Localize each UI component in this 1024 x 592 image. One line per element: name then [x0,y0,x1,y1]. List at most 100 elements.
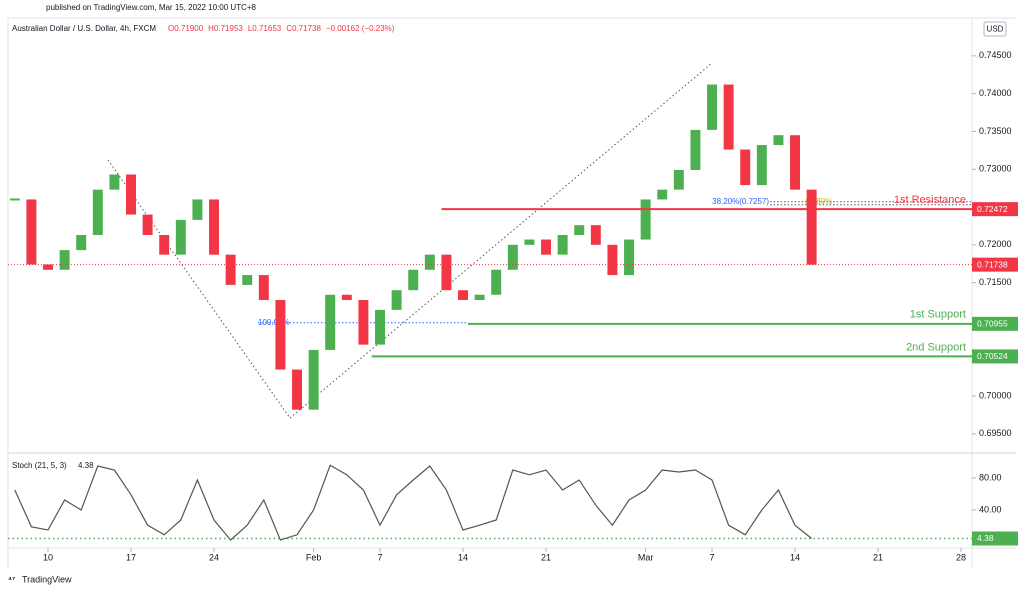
x-tick-label: Feb [306,552,322,562]
candle [806,189,817,265]
candle [458,290,469,301]
candle [773,135,784,146]
candle [341,294,352,301]
candle [76,235,87,251]
candle [126,174,136,215]
level-label: 1st Support [910,309,966,321]
fib-label: 38.20%(0.7257) [712,197,769,206]
y-tick-label: 0.73000 [979,164,1012,174]
level-tag: 0.70955 [977,319,1008,329]
ohlc-value: O0.71900 [168,24,204,33]
x-tick-label: 21 [873,552,883,562]
fib-label: 61.80% [805,197,832,206]
y-tick-label: 0.74500 [979,50,1012,60]
last-price-tag-box [972,257,1018,272]
stoch-tag-box [972,531,1018,546]
candle [375,309,386,345]
candle [308,349,319,410]
candle [242,275,253,285]
level-tag-box [972,349,1018,364]
candle [109,174,120,190]
candle [707,84,718,130]
candle [292,369,302,410]
level-label: 2nd Support [906,341,966,353]
candle [424,254,435,270]
y-tick-label: 0.73500 [979,126,1012,136]
zigzag [107,159,291,419]
ohlc-value: −0.00162 (−0.23%) [326,24,395,33]
y-tick-label: 40.00 [979,504,1002,514]
y-tick-label: 0.69500 [979,428,1012,438]
candle [524,239,535,245]
candle [441,254,452,291]
candle [92,189,103,235]
candle [59,250,70,270]
candle [690,129,701,170]
y-tick-label: 80.00 [979,472,1002,482]
logo-mark: ⁴⁷ [8,575,15,584]
last-price-tag: 0.71738 [977,259,1008,269]
candle [756,145,767,186]
candle [225,254,236,285]
candle [657,189,668,200]
y-tick-label: 0.71500 [979,277,1012,287]
x-tick-label: 14 [790,552,800,562]
x-tick-label: 17 [126,552,136,562]
candle [607,244,618,276]
y-tick-label: 0.74000 [979,88,1012,98]
candle [474,294,485,301]
candle [159,235,170,255]
published-note: published on TradingView.com, Mar 15, 20… [46,3,257,12]
candle [26,199,37,265]
level-tag: 0.70524 [977,351,1008,361]
candle [358,300,369,345]
x-tick-label: 28 [956,552,966,562]
stoch-value: 4.38 [78,461,94,470]
candle [624,239,635,276]
level-label: 1st Resistance [894,194,966,206]
x-tick-label: 21 [541,552,551,562]
candle [541,239,552,255]
candle [574,225,585,235]
candle [673,169,684,190]
x-tick-label: Mar [638,552,654,562]
ohlc-value: H0.71953 [208,24,243,33]
candle [142,214,153,235]
ohlc-value: L0.71653 [248,24,282,33]
level-tag: 0.72472 [977,204,1008,214]
candle [43,264,53,270]
y-tick-label: 0.72000 [979,239,1012,249]
fib-label: 100.00% [258,318,290,327]
symbol-title: Australian Dollar / U.S. Dollar, 4h, FXC… [12,24,156,33]
candle [275,300,286,370]
level-tag-box [972,316,1018,331]
stoch-line [14,464,812,541]
candle [507,244,518,270]
brand: TradingView [22,574,72,584]
candle [790,135,801,190]
candle [408,269,419,291]
candle [209,199,219,255]
candle [391,290,402,310]
candle [640,199,651,240]
x-tick-label: 7 [378,552,383,562]
currency: USD [987,25,1004,34]
candle [325,294,336,350]
candle [740,149,751,186]
currency-box[interactable] [983,21,1007,37]
stoch-title: Stoch (21, 5, 3) [12,461,67,470]
x-tick-label: 7 [710,552,715,562]
stoch-tag: 4.38 [977,533,994,543]
level-tag-box [972,202,1018,217]
candle [258,275,269,301]
candle [590,225,601,245]
ohlc-value: C0.71738 [286,24,321,33]
y-tick-label: 0.70000 [979,390,1012,400]
candle [557,235,568,255]
x-tick-label: 24 [209,552,219,562]
candle [723,84,734,150]
candle [491,269,502,295]
candle [192,199,203,220]
